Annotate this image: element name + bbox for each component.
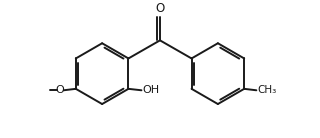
Text: O: O: [156, 2, 164, 15]
Text: CH₃: CH₃: [257, 85, 276, 95]
Text: OH: OH: [142, 85, 159, 95]
Text: O: O: [55, 85, 64, 95]
